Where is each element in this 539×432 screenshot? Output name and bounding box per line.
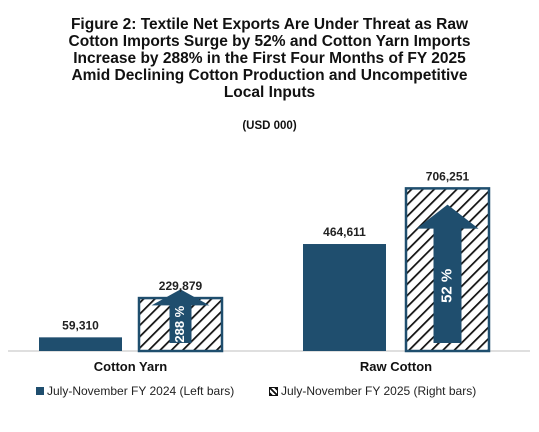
growth-label: 52 %: [438, 269, 455, 303]
growth-label: 288 %: [172, 305, 187, 342]
bar-fy2024-cotton-yarn: [39, 337, 122, 351]
legend-label: July-November FY 2025 (Right bars): [281, 384, 477, 398]
legend-label: July-November FY 2024 (Left bars): [47, 384, 235, 398]
data-label: 59,310: [62, 318, 99, 332]
chart-subtitle: (USD 000): [242, 120, 297, 132]
growth-arrow: [151, 289, 210, 343]
chart-title: Figure 2: Textile Net Exports Are Under …: [20, 16, 519, 101]
legend-item-fy2024: July-November FY 2024 (Left bars): [36, 384, 234, 398]
data-label: 229,879: [159, 279, 203, 293]
legend-swatch-hatched: [269, 386, 278, 396]
title-line: Increase by 288% in the First Four Month…: [73, 50, 466, 67]
growth-arrow: [416, 204, 479, 343]
data-label: 706,251: [426, 169, 470, 183]
category-label: Raw Cotton: [360, 359, 432, 374]
data-label: 464,611: [323, 225, 366, 239]
bar-fy2024-raw-cotton: [303, 244, 386, 351]
title-line: Amid Declining Cotton Production and Unc…: [71, 67, 468, 84]
legend-item-fy2025: July-November FY 2025 (Right bars): [269, 384, 476, 398]
title-line: Cotton Imports Surge by 52% and Cotton Y…: [68, 33, 471, 50]
title-line: Local Inputs: [223, 84, 316, 101]
title-line: Figure 2: Textile Net Exports Are Under …: [70, 16, 469, 33]
legend-swatch-solid: [36, 387, 44, 395]
category-label: Cotton Yarn: [94, 359, 167, 374]
